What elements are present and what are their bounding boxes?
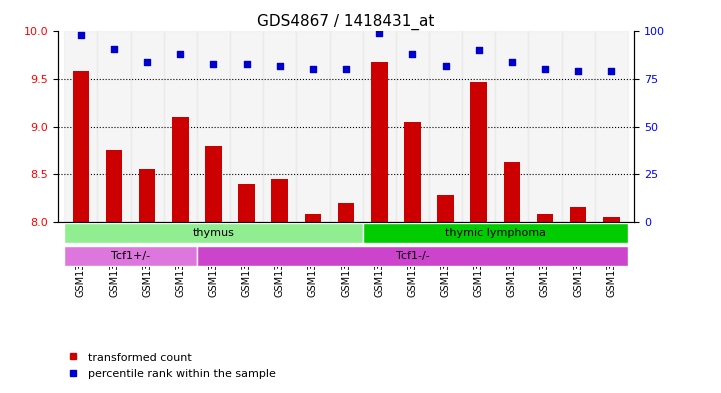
Point bbox=[141, 59, 153, 65]
Point bbox=[572, 68, 584, 75]
Point bbox=[440, 62, 451, 69]
Point bbox=[506, 59, 518, 65]
FancyBboxPatch shape bbox=[64, 223, 363, 243]
Bar bbox=[164, 31, 197, 222]
Text: Tcf1-/-: Tcf1-/- bbox=[396, 251, 429, 261]
Bar bbox=[139, 169, 156, 222]
Bar bbox=[263, 31, 296, 222]
FancyBboxPatch shape bbox=[197, 246, 628, 266]
Bar bbox=[462, 31, 495, 222]
Bar bbox=[230, 31, 263, 222]
Bar bbox=[437, 195, 454, 222]
Bar bbox=[296, 31, 329, 222]
Point bbox=[307, 66, 319, 73]
Bar bbox=[239, 184, 255, 222]
Bar bbox=[429, 31, 462, 222]
Point bbox=[208, 61, 219, 67]
FancyBboxPatch shape bbox=[363, 223, 628, 243]
Bar bbox=[536, 214, 553, 222]
Bar bbox=[595, 31, 628, 222]
Text: thymus: thymus bbox=[193, 228, 234, 238]
Bar bbox=[371, 62, 387, 222]
Bar bbox=[495, 31, 528, 222]
Point bbox=[473, 47, 485, 53]
Bar bbox=[396, 31, 429, 222]
Bar bbox=[503, 162, 520, 222]
Point bbox=[606, 68, 617, 75]
Point bbox=[407, 51, 418, 57]
Point bbox=[539, 66, 551, 73]
Point bbox=[241, 61, 252, 67]
Text: Tcf1+/-: Tcf1+/- bbox=[111, 251, 150, 261]
Title: GDS4867 / 1418431_at: GDS4867 / 1418431_at bbox=[257, 14, 435, 30]
Point bbox=[108, 46, 120, 52]
Bar bbox=[73, 72, 89, 222]
Bar bbox=[272, 179, 288, 222]
Bar bbox=[470, 82, 487, 222]
Bar bbox=[363, 31, 396, 222]
Bar bbox=[197, 31, 230, 222]
Point bbox=[75, 32, 87, 39]
Point bbox=[174, 51, 186, 57]
Bar bbox=[97, 31, 131, 222]
Bar bbox=[528, 31, 562, 222]
Bar bbox=[338, 202, 354, 222]
Bar bbox=[64, 31, 97, 222]
Bar bbox=[603, 217, 619, 222]
Bar bbox=[562, 31, 595, 222]
Bar bbox=[570, 208, 586, 222]
Bar bbox=[106, 150, 123, 222]
FancyBboxPatch shape bbox=[64, 246, 197, 266]
Text: thymic lymphoma: thymic lymphoma bbox=[445, 228, 546, 238]
Bar bbox=[172, 117, 189, 222]
Point bbox=[373, 30, 385, 37]
Bar bbox=[305, 214, 322, 222]
Bar bbox=[329, 31, 363, 222]
Point bbox=[274, 62, 286, 69]
Point bbox=[340, 66, 352, 73]
Bar bbox=[205, 145, 222, 222]
Bar bbox=[404, 122, 420, 222]
Bar bbox=[131, 31, 164, 222]
Legend: transformed count, percentile rank within the sample: transformed count, percentile rank withi… bbox=[63, 347, 280, 384]
